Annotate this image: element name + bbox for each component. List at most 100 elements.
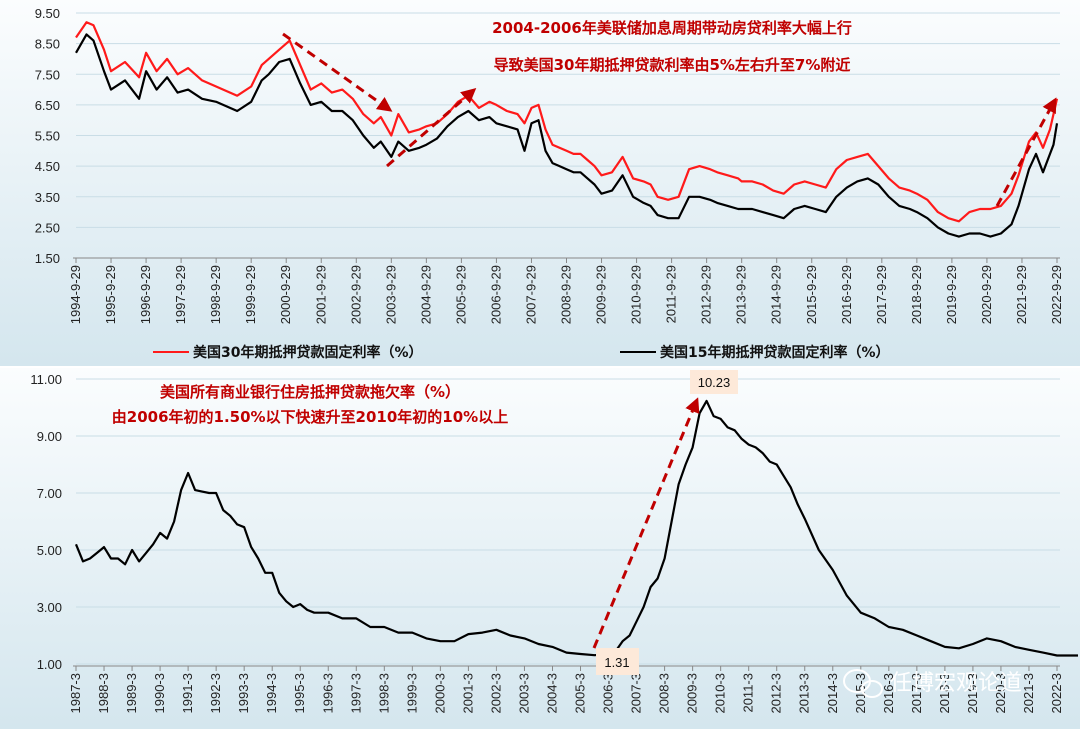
- top-gridlines: [76, 12, 1060, 259]
- bottom-x-tick-label: 2001-3: [460, 673, 475, 713]
- top-x-tick-label: 2014-9-29: [769, 265, 784, 324]
- top-x-tick-label: 2005-9-29: [453, 265, 468, 324]
- top-x-tick-label: 2007-9-29: [523, 265, 538, 324]
- top-x-tick-label: 2020-9-29: [979, 265, 994, 324]
- bottom-y-tick-label: 11.00: [30, 372, 62, 387]
- top-x-tick-label: 1994-9-29: [68, 265, 83, 324]
- bottom-y-tick-label: 5.00: [37, 543, 62, 558]
- bottom-x-tick-label: 1993-3: [236, 673, 251, 713]
- top-y-tick-label: 3.50: [35, 190, 60, 205]
- bottom-x-tick-label: 2006-3: [601, 673, 616, 713]
- watermark: 任博宏观论道: [843, 669, 1022, 698]
- bottom-x-tick-label: 1994-3: [264, 673, 279, 713]
- top-chart-background: [0, 0, 1080, 366]
- top-x-tick-label: 2022-9-29: [1049, 265, 1064, 324]
- top-x-tick-label: 1998-9-29: [208, 265, 223, 324]
- top-y-tick-label: 1.50: [35, 251, 60, 266]
- bottom-x-tick-label: 2017-3: [909, 673, 924, 713]
- top-x-tick-label: 2009-9-29: [594, 265, 609, 324]
- top-y-axis: 9.50 8.50 7.50 6.50 5.50 4.50 3.50 2.50 1.50: [35, 6, 60, 266]
- top-y-tick-label: 7.50: [35, 67, 60, 82]
- top-x-tick-label: 2003-9-29: [383, 265, 398, 324]
- bottom-x-tick-label: 2005-3: [573, 673, 588, 713]
- top-x-tick-label: 1997-9-29: [173, 265, 188, 324]
- bottom-x-tick-label: 1996-3: [320, 673, 335, 713]
- bottom-x-tick-label: 1988-3: [96, 673, 111, 713]
- top-x-tick-label: 2011-9-29: [664, 265, 679, 323]
- top-x-tick-label: 2008-9-29: [559, 265, 574, 324]
- top-y-tick-label: 6.50: [35, 98, 60, 113]
- bottom-y-tick-label: 9.00: [37, 429, 62, 444]
- top-x-tick-label: 2000-9-29: [278, 265, 293, 324]
- bottom-x-tick-label: 2014-3: [825, 673, 840, 713]
- top-series-1: [75, 21, 1059, 223]
- top-x-tick-label: 2012-9-29: [699, 265, 714, 324]
- top-x-tick-label: 2021-9-29: [1014, 265, 1029, 324]
- peak-callout-label: 10.23: [698, 375, 731, 390]
- top-x-tick-label: 2002-9-29: [348, 265, 363, 324]
- bottom-x-tick-label: 2016-3: [881, 673, 896, 713]
- top-y-tick-label: 4.50: [35, 159, 60, 174]
- bottom-x-tick-labels: 1987-3 1988-3 1989-3 1990-3 1991-3 1992-3 1993…: [68, 666, 1064, 713]
- top-x-tick-label: 2004-9-29: [418, 265, 433, 324]
- bottom-x-tick-label: 1999-3: [404, 673, 419, 713]
- bottom-x-tick-label: 2019-3: [965, 673, 980, 713]
- top-y-tick-label: 9.50: [35, 6, 60, 21]
- wechat-icon-bubble: [861, 680, 883, 698]
- top-series-0: [75, 33, 1059, 238]
- bottom-x-tick-label: 2020-3: [993, 673, 1008, 713]
- top-x-tick-label: 1996-9-29: [138, 265, 153, 324]
- bottom-x-tick-label: 2002-3: [488, 673, 503, 713]
- top-x-tick-label: 2013-9-29: [734, 265, 749, 324]
- top-x-tick-label: 2018-9-29: [909, 265, 924, 324]
- bottom-x-tick-label: 2018-3: [937, 673, 952, 713]
- low-callout-box: [596, 648, 639, 675]
- top-x-tick-label: 2010-9-29: [629, 265, 644, 324]
- bottom-x-tick-label: 2013-3: [797, 673, 812, 713]
- legend-black-label: 美国15年期抵押贷款固定利率（%）: [660, 344, 890, 361]
- bottom-x-tick-label: 2000-3: [432, 673, 447, 713]
- rise-arrow-2022: [995, 97, 1057, 207]
- peak-callout-box: [690, 370, 738, 394]
- top-x-tick-labels: 1994-9-29 1995-9-29 1996-9-29 1997-9-29 1998…: [68, 258, 1064, 324]
- bottom-y-tick-label: 3.00: [37, 600, 62, 615]
- bottom-chart-background: [0, 368, 1080, 729]
- bottom-x-tick-label: 2007-3: [629, 673, 644, 713]
- bottom-x-tick-label: 2015-3: [853, 673, 868, 713]
- bottom-x-tick-label: 1997-3: [348, 673, 363, 713]
- bottom-x-tick-label: 1991-3: [180, 673, 195, 713]
- bottom-series-lines: [74, 399, 1078, 657]
- bottom-y-axis: 11.00 9.00 7.00 5.00 3.00 1.00: [30, 372, 62, 672]
- low-callout-label: 1.31: [604, 655, 629, 670]
- top-y-tick-label: 2.50: [35, 220, 60, 235]
- top-annotation-line1: 2004-2006年美联储加息周期带动房贷利率大幅上行: [492, 19, 852, 37]
- bottom-x-tick-label: 1987-3: [68, 673, 83, 713]
- bottom-x-tick-label: 1995-3: [292, 673, 307, 713]
- bottom-x-tick-label: 2004-3: [544, 673, 559, 713]
- bottom-x-tick-label: 2008-3: [657, 673, 672, 713]
- bottom-x-tick-label: 1989-3: [124, 673, 139, 713]
- bottom-annotation-line2: 由2006年初的1.50%以下快速升至2010年初的10%以上: [112, 408, 508, 426]
- top-series-lines: [75, 21, 1059, 238]
- bottom-x-tick-label: 2012-3: [769, 673, 784, 713]
- top-x-tick-label: 2019-9-29: [944, 265, 959, 324]
- bottom-x-tick-label: 1998-3: [376, 673, 391, 713]
- bottom-x-tick-label: 2003-3: [516, 673, 531, 713]
- bottom-y-tick-label: 1.00: [37, 657, 62, 672]
- rise-arrow-2004: [386, 88, 477, 168]
- decline-arrow: [282, 32, 393, 112]
- top-x-tick-label: 1995-9-29: [103, 265, 118, 324]
- bottom-gridlines: [76, 378, 1060, 665]
- watermark-text: 任博宏观论道: [890, 671, 1022, 696]
- top-x-tick-label: 2015-9-29: [804, 265, 819, 324]
- top-x-tick-label: 2017-9-29: [874, 265, 889, 324]
- top-annotation-line2: 导致美国30年期抵押贷款利率由5%左右升至7%附近: [494, 56, 851, 74]
- top-x-tick-label: 2001-9-29: [313, 265, 328, 324]
- bottom-annotation-line1: 美国所有商业银行住房抵押贷款拖欠率（%）: [160, 383, 460, 401]
- bottom-x-tick-label: 2009-3: [685, 673, 700, 713]
- bottom-x-tick-label: 2010-3: [713, 673, 728, 713]
- top-x-tick-label: 2016-9-29: [839, 265, 854, 324]
- top-y-tick-label: 5.50: [35, 129, 60, 144]
- legend-red-label: 美国30年期抵押贷款固定利率（%）: [193, 344, 423, 361]
